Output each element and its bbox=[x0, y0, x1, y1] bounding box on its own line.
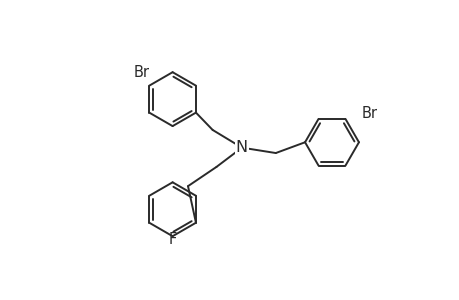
Text: Br: Br bbox=[134, 65, 150, 80]
Text: Br: Br bbox=[360, 106, 376, 121]
Text: N: N bbox=[235, 140, 247, 155]
Text: F: F bbox=[168, 232, 176, 247]
